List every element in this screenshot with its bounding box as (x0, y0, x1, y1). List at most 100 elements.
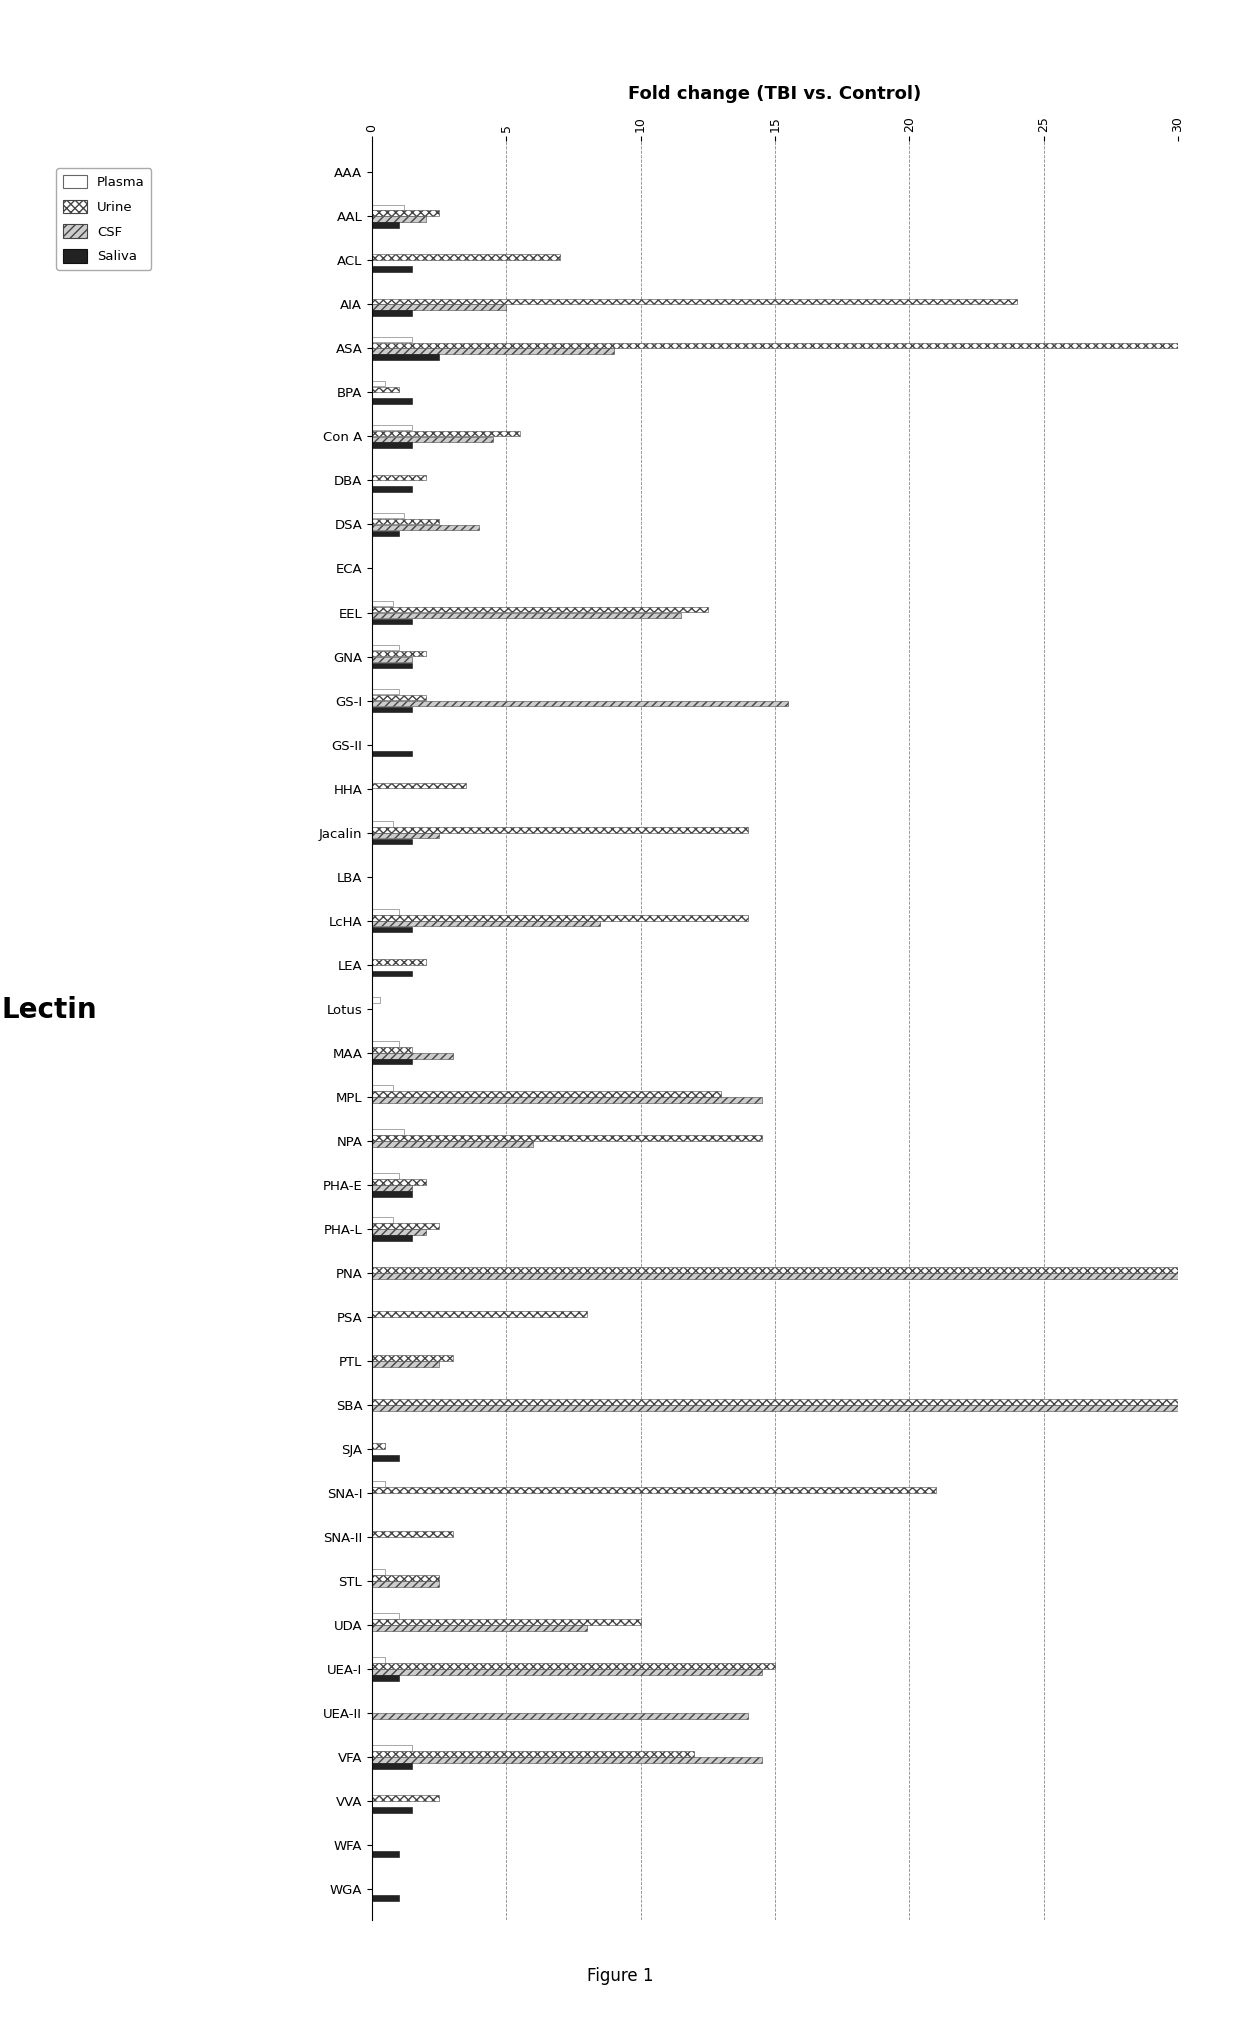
Bar (372, 1851, 399, 1857)
Bar (372, 701, 789, 707)
Bar (372, 305, 506, 309)
Bar (372, 1354, 453, 1360)
Bar (372, 928, 412, 932)
Bar (372, 267, 412, 273)
Bar (372, 216, 425, 222)
Bar (372, 1746, 412, 1750)
Bar (372, 348, 614, 354)
Bar (372, 1619, 641, 1625)
Text: Figure 1: Figure 1 (587, 1966, 653, 1985)
Bar (372, 645, 399, 651)
Bar (372, 916, 748, 920)
Bar (372, 1229, 425, 1235)
Bar (372, 1047, 412, 1053)
Bar (372, 695, 425, 701)
Bar (372, 1172, 399, 1178)
Bar (372, 1267, 1178, 1273)
Bar (372, 1625, 587, 1631)
Bar (372, 519, 439, 523)
Bar (372, 1190, 412, 1196)
Bar (372, 827, 748, 833)
Bar (372, 821, 393, 827)
Bar (372, 1405, 1178, 1411)
Bar (372, 342, 1178, 348)
Bar (372, 1184, 412, 1190)
Bar (372, 530, 399, 536)
Bar (372, 1795, 439, 1801)
Bar (372, 1130, 404, 1134)
Bar (372, 707, 412, 711)
Bar (372, 398, 412, 404)
Bar (372, 600, 393, 606)
Bar (372, 299, 1017, 305)
Bar (372, 210, 439, 216)
Bar (372, 380, 386, 386)
Bar (372, 909, 399, 916)
Bar (372, 338, 412, 342)
Bar (372, 311, 412, 315)
Bar (372, 1312, 587, 1318)
Bar (372, 833, 439, 839)
Bar (372, 443, 412, 449)
Bar (372, 663, 412, 669)
Bar (372, 386, 399, 392)
Bar (372, 922, 600, 926)
Bar (372, 750, 412, 756)
Bar (372, 1059, 412, 1065)
Bar (372, 255, 560, 261)
Bar (372, 1568, 386, 1574)
Bar (372, 487, 412, 493)
Bar (372, 424, 412, 430)
Bar (372, 1142, 533, 1146)
Bar (372, 1041, 399, 1047)
Bar (372, 1532, 453, 1536)
Text: Lectin: Lectin (1, 996, 98, 1025)
Bar (372, 1443, 386, 1449)
Bar (372, 204, 404, 210)
Bar (372, 970, 412, 976)
Bar (372, 618, 412, 624)
Bar (372, 513, 404, 519)
Bar (372, 689, 399, 695)
Bar (372, 996, 379, 1002)
Bar (372, 1675, 399, 1681)
Bar (372, 1663, 775, 1669)
Bar (372, 1669, 761, 1675)
Bar (372, 651, 425, 657)
Bar (372, 1752, 694, 1756)
Bar (372, 1273, 1178, 1279)
Bar (372, 222, 399, 228)
Bar (372, 657, 412, 663)
Bar (372, 958, 425, 964)
Bar (372, 354, 439, 360)
Bar (372, 1091, 722, 1097)
Bar (372, 437, 492, 443)
Bar (372, 606, 708, 612)
Bar (372, 1762, 412, 1768)
Bar (372, 782, 466, 788)
Bar (372, 1714, 748, 1720)
Bar (372, 1136, 761, 1140)
Bar (372, 1896, 399, 1902)
Bar (372, 1399, 1178, 1405)
Legend: Plasma, Urine, CSF, Saliva: Plasma, Urine, CSF, Saliva (56, 168, 151, 271)
Bar (372, 612, 681, 618)
Bar (372, 1807, 412, 1813)
Bar (372, 1481, 386, 1487)
Bar (372, 1178, 425, 1184)
Bar (372, 1487, 936, 1494)
Bar (372, 1360, 439, 1366)
Bar (372, 1053, 453, 1059)
Bar (372, 1613, 399, 1619)
Bar (372, 1217, 393, 1223)
Bar (372, 1085, 393, 1091)
Bar (372, 839, 412, 845)
Bar (372, 430, 520, 437)
Bar (372, 1580, 439, 1586)
Bar (372, 1756, 761, 1762)
Bar (372, 1235, 412, 1241)
Title: Fold change (TBI vs. Control): Fold change (TBI vs. Control) (629, 85, 921, 103)
Bar (372, 525, 480, 530)
Bar (372, 1097, 761, 1103)
Bar (372, 1574, 439, 1580)
